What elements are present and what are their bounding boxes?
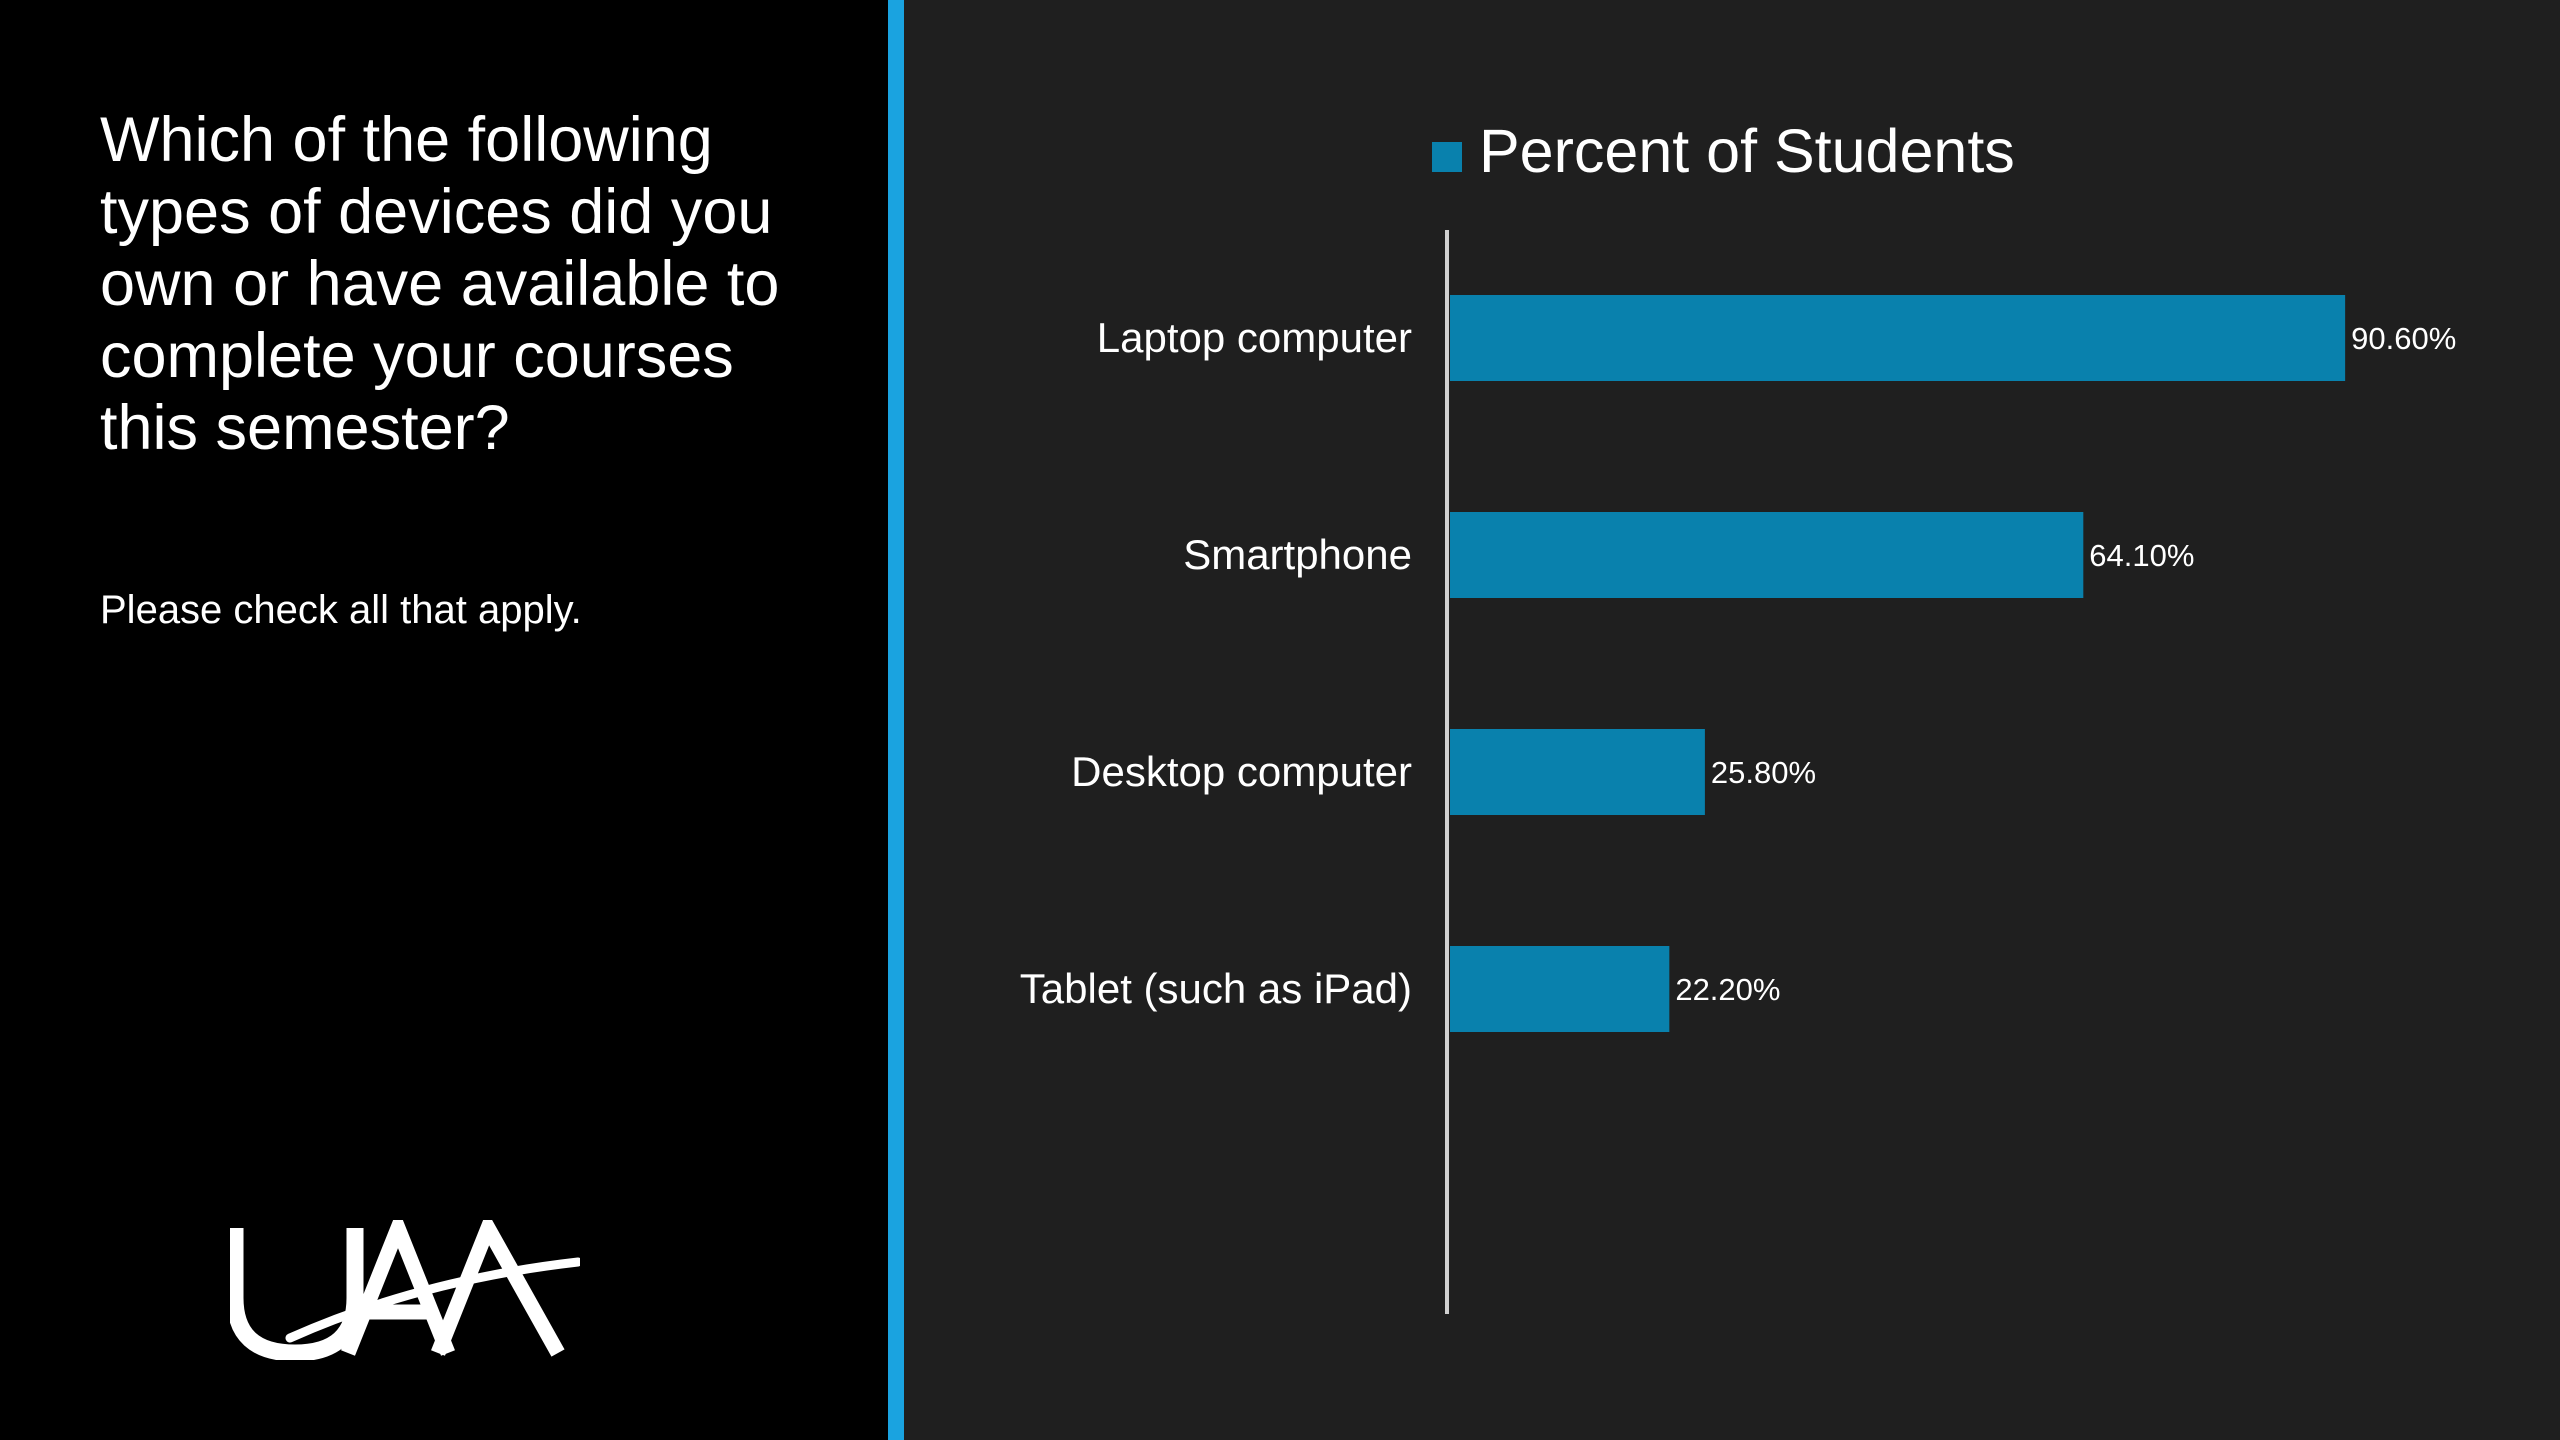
bar-2 bbox=[1450, 729, 1705, 815]
logo-swoosh bbox=[285, 1257, 580, 1343]
question-panel: Which of the following types of devices … bbox=[0, 0, 888, 1440]
bar-1 bbox=[1450, 512, 2084, 598]
data-label-1: 64.10% bbox=[2089, 538, 2194, 573]
question-text: Which of the following types of devices … bbox=[100, 105, 780, 463]
bar-3 bbox=[1450, 946, 1670, 1032]
data-label-3: 22.20% bbox=[1675, 972, 1780, 1007]
instruction-text: Please check all that apply. bbox=[100, 588, 582, 632]
data-label-0: 90.60% bbox=[2351, 321, 2456, 356]
accent-divider bbox=[888, 0, 904, 1440]
category-label-3: Tablet (such as iPad) bbox=[1020, 965, 1412, 1012]
category-label-2: Desktop computer bbox=[1071, 748, 1412, 795]
uaa-logo bbox=[230, 1220, 580, 1360]
chart-panel: Percent of Students Laptop computer 90.60%… bbox=[904, 0, 2560, 1440]
category-label-0: Laptop computer bbox=[1097, 314, 1412, 361]
legend-label: Percent of Students bbox=[1479, 117, 2015, 185]
logo-letter-u bbox=[230, 1228, 364, 1360]
legend-swatch bbox=[1432, 142, 1462, 172]
bar-0 bbox=[1450, 295, 2346, 381]
data-label-2: 25.80% bbox=[1711, 755, 1816, 790]
bar-chart: Percent of Students Laptop computer 90.60%… bbox=[1020, 117, 2456, 1314]
category-label-1: Smartphone bbox=[1183, 531, 1412, 578]
logo-letter-a-second bbox=[431, 1220, 565, 1357]
